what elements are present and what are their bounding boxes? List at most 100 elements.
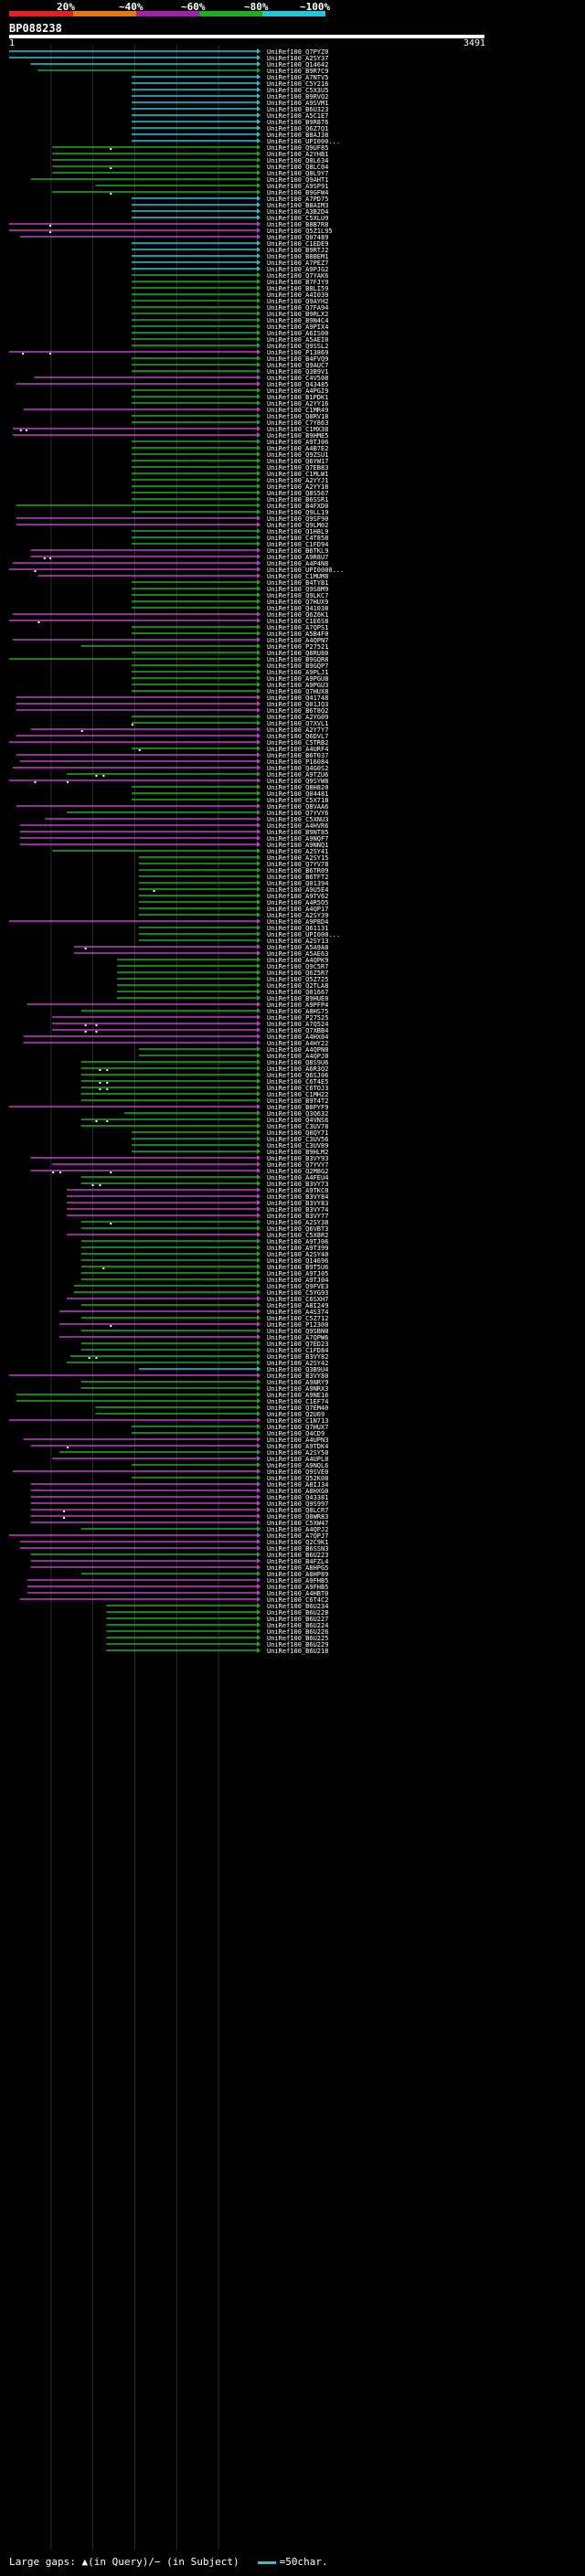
hit-label: UniRef100_A8HXG0	[267, 1488, 328, 1495]
hit-label: UniRef100_Q7EM40	[267, 1405, 328, 1412]
hit-label: UniRef100_A4I039	[267, 292, 328, 299]
hit-arrow	[257, 963, 261, 969]
hit-label: UniRef100_Q41748	[267, 694, 328, 702]
hit-label: UniRef100_Q9AYH2	[267, 298, 328, 305]
hit-arrow	[257, 643, 261, 649]
hit-label: UniRef100_B6U228	[267, 1609, 328, 1617]
hit-arrow	[257, 1289, 261, 1295]
legend-tick-100: ~100%	[300, 1, 331, 13]
hit-arrow	[257, 1072, 261, 1077]
hit-arrow	[257, 1590, 261, 1595]
hit-arrow	[257, 1270, 261, 1276]
hit-arrow	[257, 477, 261, 482]
hit-arrow	[257, 1296, 261, 1301]
hit-arrow	[257, 1513, 261, 1519]
hit-label: UniRef100_Q7YVY7	[267, 1161, 328, 1169]
hit-arrow	[257, 1475, 261, 1480]
hit-label: UniRef100_B6TFT2	[267, 874, 328, 881]
hit-label: UniRef100_A9TZU6	[267, 771, 328, 779]
hit-arrow	[257, 1648, 261, 1653]
hit-arrow	[257, 599, 261, 604]
hit-arrow	[257, 784, 261, 790]
hit-arrow	[257, 1225, 261, 1231]
query-start: 1	[9, 38, 16, 48]
hit-arrow	[257, 1315, 261, 1320]
hit-label: UniRef100_A6R3Q2	[267, 1065, 328, 1073]
hit-arrow	[257, 1136, 261, 1141]
hit-arrow	[257, 822, 261, 828]
hit-arrow	[257, 407, 261, 412]
hit-arrow	[257, 1577, 261, 1583]
legend-tick-60: ~60%	[181, 1, 206, 13]
gap-marker	[99, 1088, 101, 1090]
hit-arrow	[257, 1616, 261, 1621]
hit-arrow	[257, 720, 261, 726]
hit-label: UniRef100_A4UPL0	[267, 1456, 328, 1463]
hit-arrow	[257, 74, 261, 80]
hit-arrow	[257, 1353, 261, 1359]
hit-label: UniRef100_C1FD94	[267, 541, 328, 548]
hit-arrow	[257, 758, 261, 764]
hit-label: UniRef100_Q7YVY6	[267, 810, 328, 817]
gap-marker	[106, 1120, 109, 1122]
hit-label: UniRef100_Q14696	[267, 1257, 328, 1265]
hit-arrow	[257, 387, 261, 393]
hit-label: UniRef100_A4UPN3	[267, 1436, 328, 1444]
hit-label: UniRef100_B8BEM1	[267, 253, 328, 260]
hit-arrow	[257, 1200, 261, 1205]
hit-label: UniRef100_Q14642	[267, 61, 328, 69]
hit-label: UniRef100_Q7HUX7	[267, 1424, 328, 1431]
hit-label: UniRef100_Q61131	[267, 925, 328, 932]
gap-marker	[95, 1357, 98, 1359]
hit-arrow	[257, 1219, 261, 1224]
query-end: 3491	[463, 38, 486, 48]
hit-arrow	[257, 1110, 261, 1116]
hit-arrow	[257, 362, 261, 367]
hit-label: UniRef100_Q7HUX8	[267, 688, 328, 695]
gap-marker	[88, 1357, 90, 1359]
hit-arrow	[257, 1187, 261, 1193]
hit-label: UniRef100_A4P4N8	[267, 560, 328, 567]
hit-label: UniRef100_A5B4F0	[267, 631, 328, 638]
hit-label: UniRef100_A4HBT0	[267, 1590, 328, 1597]
hit-label: UniRef100_C1FD84	[267, 1347, 328, 1354]
hit-label: UniRef100_B4TYB1	[267, 579, 328, 587]
hit-arrow	[257, 445, 261, 451]
hit-label: UniRef100_Q6Z7Q1	[267, 125, 328, 133]
hit-label: UniRef100_B8LI59	[267, 285, 328, 292]
hit-arrow	[257, 100, 261, 105]
hit-label: UniRef100_UPI000...	[267, 931, 340, 938]
hit-arrow	[257, 586, 261, 591]
hit-label: UniRef100_B9HLM2	[267, 1149, 328, 1156]
hit-arrow	[257, 970, 261, 975]
hit-arrow	[257, 1238, 261, 1244]
hit-label: UniRef100_A2SY38	[267, 1219, 328, 1226]
hit-label: UniRef100_B6U218	[267, 1648, 328, 1655]
hit-arrow	[257, 279, 261, 284]
hit-label: UniRef100_C5X8R2	[267, 1232, 328, 1239]
gap-marker	[110, 1223, 112, 1224]
hit-label: UniRef100_A2Y7Y7	[267, 726, 328, 734]
hit-arrow	[257, 375, 261, 380]
hit-label: UniRef100_Q43381	[267, 1494, 328, 1501]
hit-arrow	[257, 1149, 261, 1154]
hit-arrow	[257, 349, 261, 355]
gap-marker	[131, 724, 133, 726]
hit-label: UniRef100_A9FHB5	[267, 1584, 328, 1591]
hit-arrow	[257, 803, 261, 809]
hit-arrow	[257, 1206, 261, 1212]
hit-label: UniRef100_C1MLW1	[267, 471, 328, 478]
hit-arrow	[257, 1481, 261, 1487]
hit-label: UniRef100_Q41038	[267, 605, 328, 612]
hit-arrow	[257, 228, 261, 233]
hit-arrow	[257, 682, 261, 687]
hit-label: UniRef100_B9NT85	[267, 829, 328, 836]
hit-arrow	[257, 829, 261, 834]
hit-label: UniRef100_Q3B9U4	[267, 1366, 328, 1373]
hit-label: UniRef100_A5A9A8	[267, 944, 328, 951]
hit-label: UniRef100_B6T037	[267, 752, 328, 759]
hit-label: UniRef100_B8PYF9	[267, 1104, 328, 1111]
hit-label: UniRef100_B6SSR1	[267, 496, 328, 504]
hit-label: UniRef100_Q6DVL7	[267, 733, 328, 740]
